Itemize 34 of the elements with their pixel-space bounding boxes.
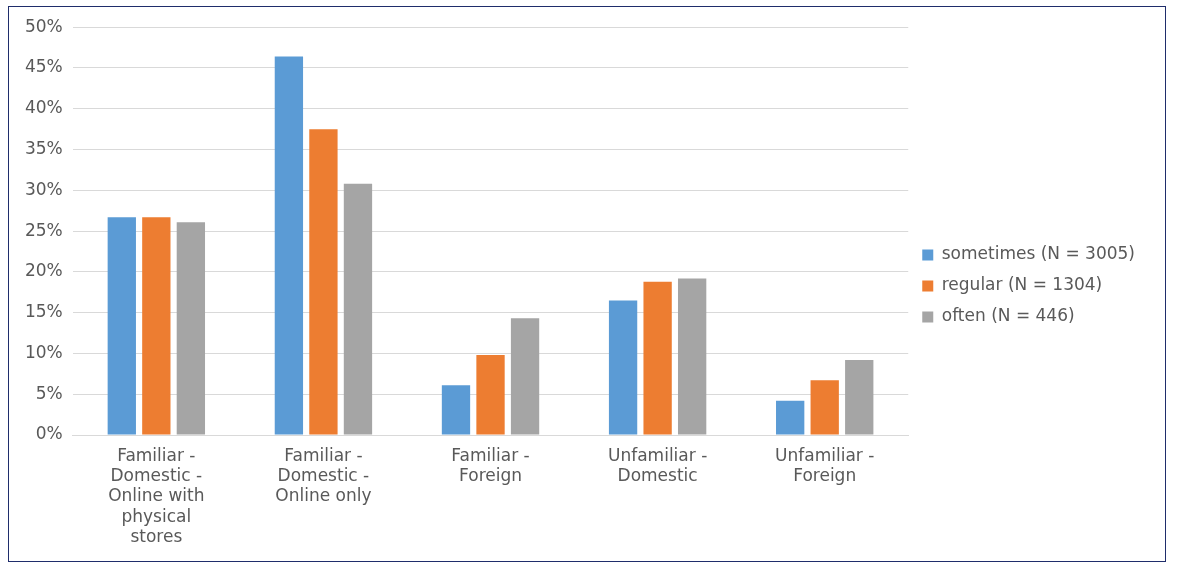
legend-label: often (N = 446) (941, 305, 1075, 326)
bar (309, 129, 338, 435)
bar (142, 217, 171, 435)
bar (845, 359, 874, 435)
x-tick-label: Familiar - Foreign (451, 444, 530, 486)
y-tick-label: 10% (24, 341, 63, 362)
legend-label: sometimes (N = 3005) (941, 243, 1136, 264)
x-tick-label: Unfamiliar - Domestic (607, 444, 708, 486)
y-tick-label: 35% (24, 137, 63, 158)
y-tick-label: 40% (24, 97, 63, 118)
y-tick-label: 25% (24, 219, 63, 240)
bar (343, 183, 373, 435)
y-tick-label: 45% (24, 56, 63, 77)
y-tick-label: 30% (24, 178, 63, 199)
x-tick-label: Unfamiliar - Foreign (775, 444, 875, 486)
bar (510, 318, 540, 435)
y-tick-label: 0% (35, 423, 63, 444)
y-tick-label: 15% (24, 301, 63, 322)
bar (107, 217, 136, 435)
y-tick-label: 20% (24, 260, 63, 281)
bar (476, 355, 505, 435)
legend-label: regular (N = 1304) (941, 274, 1103, 295)
bar (643, 281, 672, 435)
bar (608, 300, 638, 435)
bar (441, 385, 471, 435)
bar (776, 400, 805, 435)
x-tick-label: Familiar - Domestic - Online with physical stores (108, 444, 205, 547)
bar (274, 56, 304, 435)
y-tick-label: 50% (24, 15, 63, 36)
bar (810, 380, 839, 435)
x-tick-label: Familiar - Domestic - Online only (275, 444, 372, 506)
y-tick-label: 5% (35, 382, 63, 403)
bar (677, 278, 707, 435)
bar (176, 222, 206, 435)
